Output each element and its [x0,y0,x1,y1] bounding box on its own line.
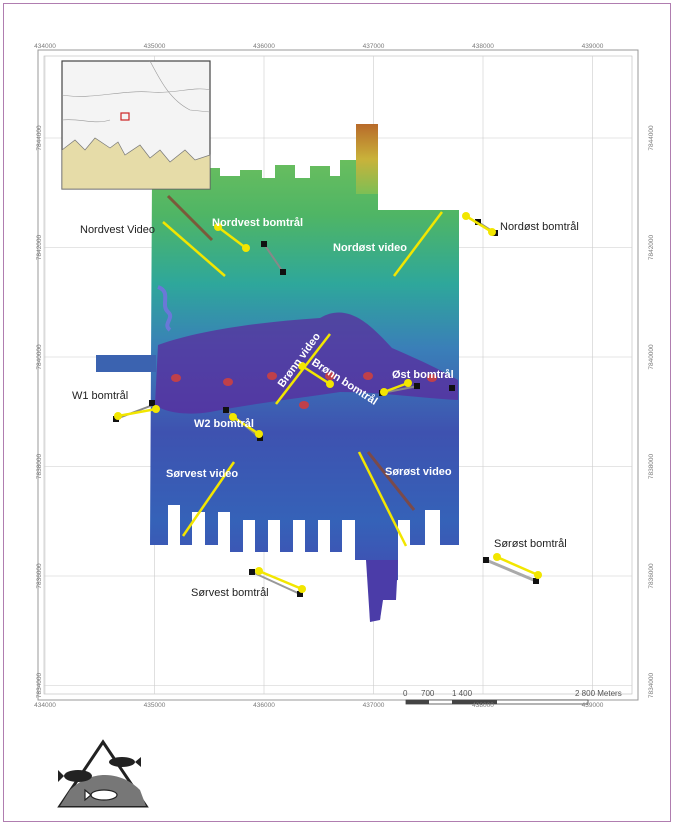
x-tick-label: 437000 [363,43,385,50]
survey-features [113,194,542,597]
sorvest-video-line [181,461,236,537]
y-tick-labels-right: 7844000 7842000 7840000 7838000 7836000 78340… [648,125,655,698]
fish-logo [57,739,149,808]
map-inner-frame [43,55,633,695]
label-nordost-bomtral: Nordøst bomtrål [500,221,579,233]
y-tick-label: 7842000 [36,234,43,260]
scale-label-2800-meters: 2 800 Meters [575,689,622,698]
label-sorvest-video: Sørvest video [166,468,238,480]
bronn-bomtral-tow [298,362,334,388]
x-tick-label: 438000 [472,43,494,50]
scale-label-1400: 1 400 [452,689,473,698]
y-tick-labels-left: 7844000 7842000 7840000 7838000 7836000 78340… [36,125,43,698]
sorost-video-track [366,451,416,511]
label-nordvest-video: Nordvest Video [80,224,155,236]
sorost-bomtral-tow [483,553,542,584]
x-tick-label: 439000 [582,43,604,50]
w2-bomtral-tow [223,407,263,441]
scale-label-0: 0 [403,689,408,698]
x-tick-label: 436000 [253,43,275,50]
scale-bar: 0 700 1 400 2 800 Meters [403,689,622,705]
y-tick-label: 7838000 [36,453,43,479]
bathymetry-south-spur [366,560,398,622]
label-sorost-video: Sørøst video [385,466,452,478]
inset-overview-map [61,60,211,190]
y-tick-label: 7844000 [36,125,43,151]
nordvest-video-line [162,221,226,277]
x-tick-label: 436000 [253,702,275,709]
nordost-video-line [393,211,443,277]
bathymetry-east-notch [459,388,480,425]
label-sorost-bomtral: Sørøst bomtrål [494,538,567,550]
y-tick-label: 7834000 [36,672,43,698]
label-ost-bomtral: Øst bomtrål [392,369,454,381]
bathymetry-tower [356,124,378,194]
y-tick-label: 7838000 [648,453,655,479]
x-tick-label: 438000 [472,702,494,709]
seabed-targets [171,372,437,409]
y-tick-label: 7836000 [648,563,655,589]
ost-bomtral-tow [379,379,455,396]
x-tick-label: 437000 [363,702,385,709]
x-tick-label: 435000 [144,43,166,50]
label-w2-bomtral: W2 bomtrål [194,418,254,430]
y-tick-label: 7836000 [36,563,43,589]
y-tick-label: 7840000 [36,344,43,370]
bathymetry-blue-curve [157,285,173,332]
nordvest-video-track [166,194,214,242]
x-tick-label: 439000 [582,702,604,709]
nordvest-bomtral-tow [214,223,286,275]
label-nordvest-bomtral: Nordvest bomtrål [212,217,303,229]
x-tick-label: 435000 [144,702,166,709]
sorost-video-line [357,451,408,547]
sorvest-bomtral-tow [249,567,306,597]
inset-location-marker [120,112,130,121]
x-tick-label: 434000 [34,43,56,50]
bathymetry-west-channel [96,355,156,372]
x-tick-labels-bottom: 4340004350004360004370004380004390004400… [34,702,604,709]
label-w1-bomtral: W1 bomtrål [72,390,128,402]
x-tick-label: 434000 [34,702,56,709]
scale-label-700: 700 [421,689,435,698]
nordost-bomtral-tow [462,212,498,236]
y-tick-label: 7840000 [648,344,655,370]
w1-bomtral-tow [113,400,160,422]
page-frame [3,3,671,822]
y-tick-label: 7842000 [648,234,655,260]
y-tick-label: 7844000 [648,125,655,151]
y-tick-label: 7834000 [648,672,655,698]
x-tick-labels-top: 4340004350004360004370004380004390004400… [34,43,604,50]
label-sorvest-bomtral: Sørvest bomtrål [191,587,269,599]
label-nordost-video: Nordøst video [333,242,407,254]
